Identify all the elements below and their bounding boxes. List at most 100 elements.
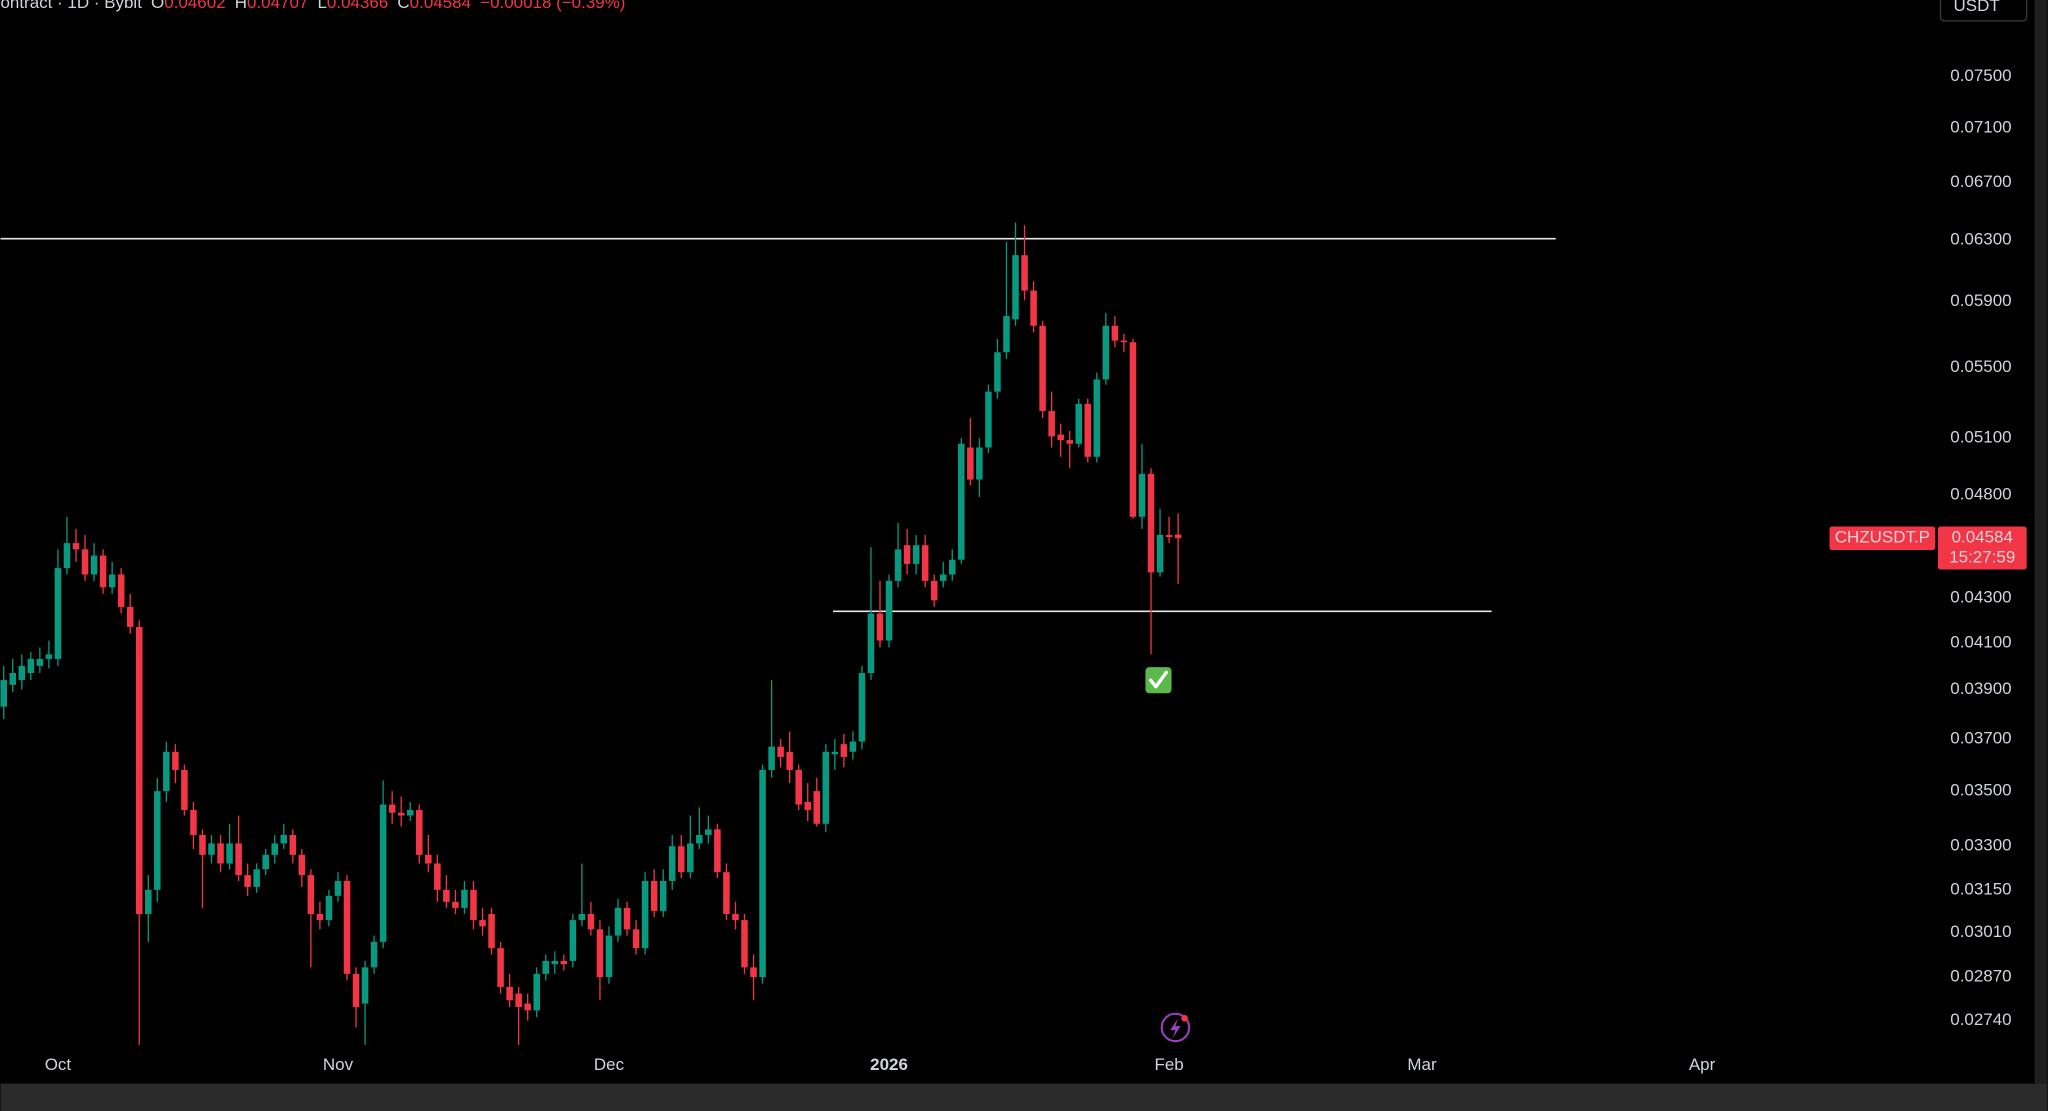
header-low-label: L (317, 0, 326, 12)
candle-body (1174, 534, 1182, 539)
candle-body (894, 549, 902, 581)
price-tag-value: 0.04584 (1952, 528, 2013, 547)
y-tick-label: 0.04100 (1950, 632, 2011, 651)
candle-body (452, 901, 459, 908)
candle-body (858, 673, 866, 742)
x-tick-label: 2026 (870, 1055, 908, 1074)
candle-body (1129, 342, 1137, 517)
candle-body (262, 854, 269, 870)
candle-body (280, 834, 288, 844)
candle-body (1048, 411, 1055, 437)
candle-body (388, 804, 396, 813)
ohlc-header: ontract · 1D · Bybit O0.04602 H0.04707 L0.0… (0, 0, 625, 12)
candle-body (795, 769, 802, 805)
candle-body (849, 741, 857, 752)
candle-body (1066, 440, 1073, 444)
candle-body (443, 889, 450, 902)
candle-body (605, 935, 613, 978)
header-low-value: 0.04366 (327, 0, 388, 12)
candle-body (921, 545, 929, 581)
header-high-label: H (235, 0, 247, 12)
candle-body (967, 447, 974, 480)
candle-body (63, 543, 71, 569)
candle-body (813, 791, 821, 824)
currency-box[interactable] (1939, 0, 2028, 22)
candle-body (677, 846, 685, 873)
candle-body (126, 606, 134, 627)
candle-body (1084, 403, 1092, 457)
candle-body (804, 801, 811, 811)
candle-body (994, 352, 1001, 392)
candle-body (985, 391, 992, 448)
candle-body (45, 654, 53, 659)
candle-body (696, 834, 703, 844)
candle-body (81, 549, 89, 575)
candle-body (903, 545, 911, 564)
header-open-label: O (151, 0, 164, 12)
candle-body (777, 746, 784, 757)
candle-body (1156, 534, 1164, 573)
checkmark-icon (1145, 667, 1172, 694)
candle-body (885, 580, 893, 641)
candle-body (867, 613, 875, 674)
candle-body (1111, 325, 1119, 341)
candle-body (253, 869, 260, 887)
candle-body (786, 751, 793, 770)
candle-body (659, 880, 667, 911)
candle-body (289, 834, 297, 855)
candle-body (1120, 340, 1128, 343)
candle-body (687, 843, 694, 873)
candle-body (1102, 325, 1110, 380)
candle-body (650, 880, 658, 911)
candle-body (641, 880, 649, 949)
candle-body (361, 967, 369, 1004)
candle-body (524, 1003, 531, 1011)
candle-body (298, 854, 306, 876)
candle-body (876, 613, 884, 641)
candle-body (72, 543, 80, 550)
candle-body (379, 804, 387, 942)
candle-body (244, 875, 251, 887)
candle-body (1147, 473, 1155, 573)
y-tick-label: 0.03010 (1950, 922, 2011, 941)
candle-body (1138, 473, 1146, 517)
candle-body (515, 993, 522, 1007)
candle-body (217, 843, 224, 864)
y-tick-label: 0.07500 (1950, 66, 2011, 85)
candle-body (497, 948, 504, 987)
candle-body (488, 913, 495, 949)
ticker-label: CHZUSDT.P (1835, 528, 1930, 547)
header-symbol: ontract · 1D · Bybit (0, 0, 142, 12)
y-tick-label: 0.06700 (1950, 172, 2011, 191)
y-tick-label: 0.03150 (1950, 879, 2011, 898)
candle-body (316, 913, 324, 921)
header-close-label: C (397, 0, 409, 12)
candle-body (470, 889, 477, 921)
y-tick-label: 0.03700 (1950, 729, 2011, 748)
candle-body (632, 929, 640, 949)
y-tick-label: 0.03300 (1950, 836, 2011, 855)
candle-body (822, 751, 830, 824)
candle-body (117, 574, 125, 607)
y-tick-label: 0.04300 (1950, 588, 2011, 607)
price-tag (1937, 526, 2027, 570)
candle-body (840, 744, 848, 757)
candle-body (154, 791, 161, 890)
candle-body (831, 751, 839, 755)
lightning-icon[interactable] (1160, 1012, 1191, 1043)
candle-body (397, 812, 405, 816)
candle-body (741, 920, 748, 968)
candle-body (587, 913, 595, 930)
candle-body (235, 843, 242, 876)
candle-body (90, 555, 98, 575)
candle-body (542, 960, 550, 974)
candle-body (623, 907, 631, 930)
candle-body (226, 843, 233, 864)
candle-body (190, 810, 197, 835)
candle-body (416, 810, 423, 855)
candle-body (596, 929, 604, 978)
candle-body (723, 872, 730, 914)
candle-body (352, 973, 360, 1007)
